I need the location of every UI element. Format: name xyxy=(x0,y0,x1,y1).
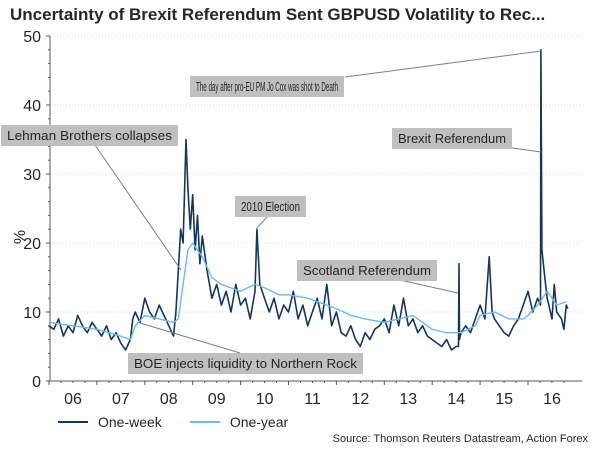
y-tick-label: 30 xyxy=(23,167,41,184)
annotation-leader-line xyxy=(94,144,182,271)
annotation-box xyxy=(235,196,306,217)
legend-item-one-week: One-week xyxy=(58,414,162,430)
annotation-label: 2010 Election xyxy=(241,199,300,214)
annotation-box xyxy=(190,76,344,97)
annotation-label: BOE injects liquidity to Northern Rock xyxy=(134,356,358,371)
annotation-box xyxy=(297,260,437,281)
annotation-label: The day after pro-EU PM Jo Cox was shot … xyxy=(196,79,338,94)
legend-item-one-year: One-year xyxy=(189,414,289,430)
annotation-leader-line xyxy=(256,215,269,229)
annotation: Lehman Brothers collapses xyxy=(1,125,182,271)
annotation: BOE injects liquidity to Northern Rock xyxy=(128,322,363,374)
annotation-label: Lehman Brothers collapses xyxy=(7,128,173,143)
legend-swatch-one-year xyxy=(189,421,220,423)
legend-swatch-one-week xyxy=(58,421,88,423)
y-tick-label: 40 xyxy=(23,98,41,115)
x-tick-label: 15 xyxy=(495,391,513,408)
legend-label: One-year xyxy=(229,414,289,430)
x-tick-label: 09 xyxy=(208,391,226,408)
y-tick-label: 0 xyxy=(32,374,41,391)
x-tick-label: 12 xyxy=(352,391,370,408)
x-tick-label: 16 xyxy=(543,391,561,408)
annotation-label: Brexit Referendum xyxy=(398,131,506,146)
y-tick-label: 10 xyxy=(23,305,41,322)
annotation-leader-line xyxy=(511,147,542,153)
x-tick-label: 06 xyxy=(64,391,82,408)
x-tick-label: 11 xyxy=(304,391,321,408)
annotation-leader-line xyxy=(139,322,241,354)
y-tick-label: 50 xyxy=(23,29,41,46)
y-tick-label: 20 xyxy=(23,236,41,253)
x-tick-label: 14 xyxy=(447,391,465,408)
x-tick-label: 07 xyxy=(112,391,130,408)
annotation-leader-line xyxy=(344,50,542,78)
x-tick-label: 13 xyxy=(399,391,417,408)
annotation: Scotland Referendum xyxy=(297,260,459,294)
series-line-one-year xyxy=(48,242,567,341)
annotation-box xyxy=(1,125,178,146)
annotation-box xyxy=(392,128,512,149)
annotation: 2010 Election xyxy=(235,196,306,229)
annotation-label: Scotland Referendum xyxy=(303,263,431,278)
annotation: The day after pro-EU PM Jo Cox was shot … xyxy=(190,50,542,97)
x-tick-label: 10 xyxy=(256,391,274,408)
y-axis-label: % xyxy=(12,230,29,244)
annotation-box xyxy=(128,353,363,374)
x-tick-label: 08 xyxy=(160,391,178,408)
source-note: Source: Thomson Reuters Datastream, Acti… xyxy=(332,433,588,445)
legend: One-week One-year xyxy=(58,414,288,430)
legend-label: One-week xyxy=(98,414,162,430)
annotation-leader-line xyxy=(399,279,459,294)
annotation: Brexit Referendum xyxy=(392,128,542,153)
chart-title: Uncertainty of Brexit Referendum Sent GB… xyxy=(10,5,546,24)
